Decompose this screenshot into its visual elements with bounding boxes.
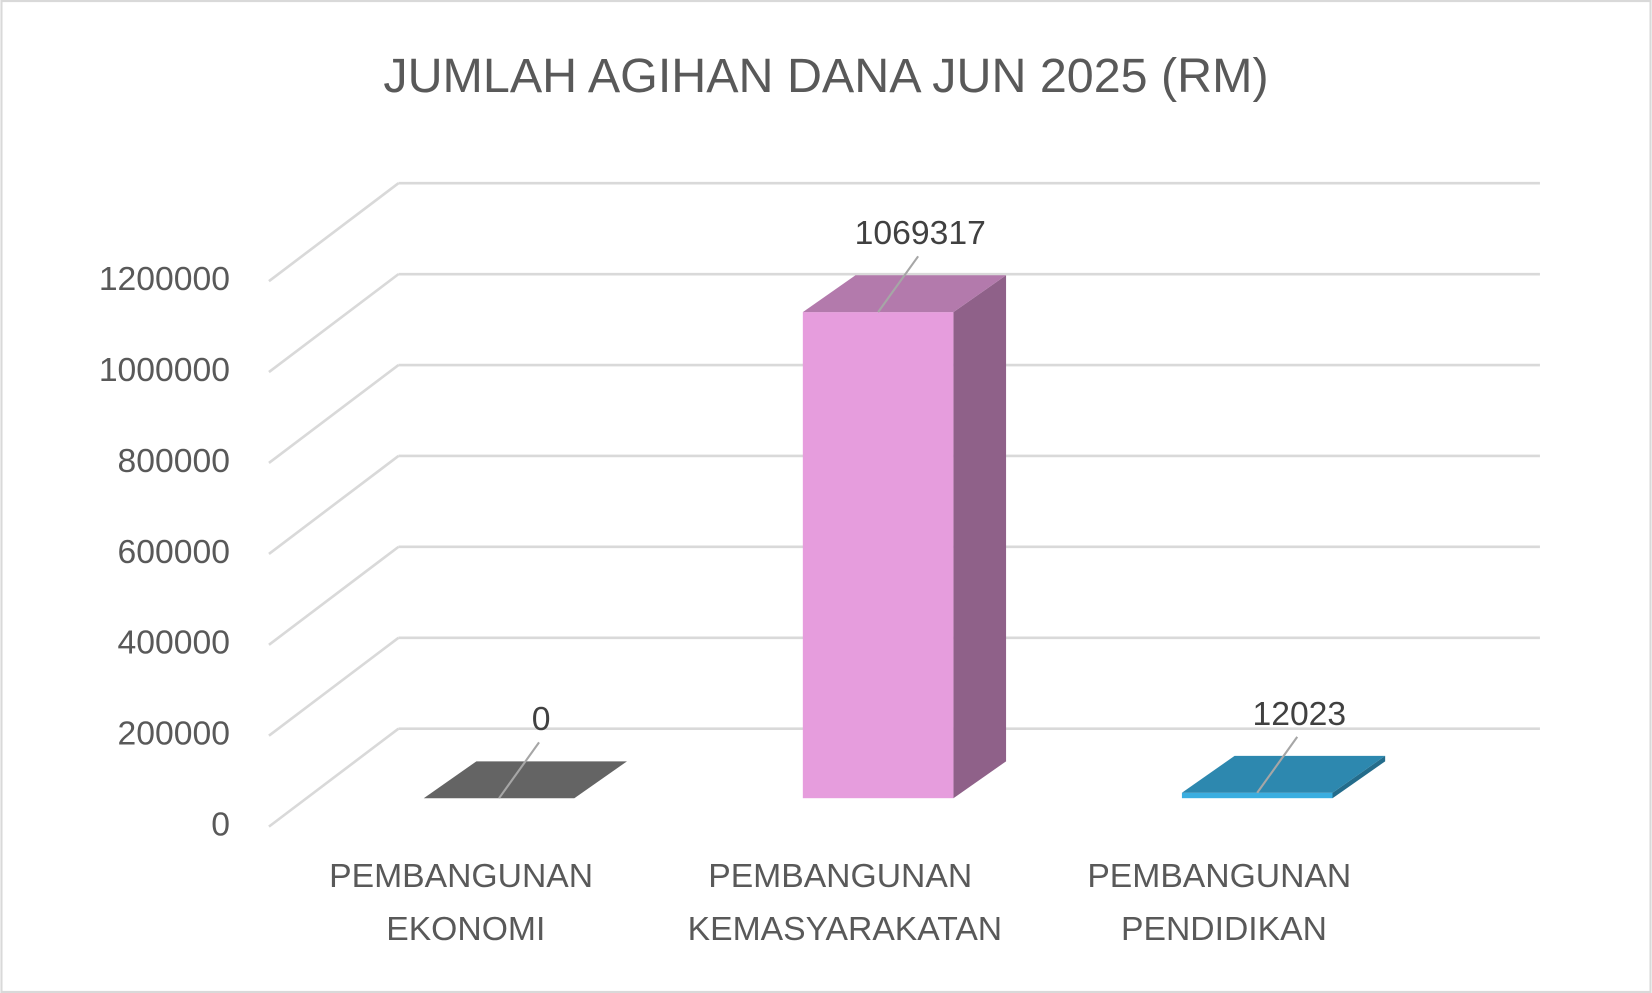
bar [1181,755,1386,799]
bar-side [953,275,1007,799]
grid-line [268,454,400,555]
grid-line [268,363,400,465]
leader-line [498,741,540,799]
bar-side [1332,755,1386,799]
y-tick-label: 0 [211,807,230,844]
y-tick-label: 400000 [118,625,230,662]
chart-title: JUMLAH AGIHAN DANA JUN 2025 (RM) [383,49,1268,103]
grid-line [268,273,400,374]
leader-line [1256,736,1299,794]
grid-line [268,727,400,828]
data-label: 1069317 [855,215,986,252]
y-tick-label: 1200000 [99,261,230,298]
data-label: 12023 [1252,696,1346,733]
x-tick-label: PEMBANGUNAN PENDIDIKAN [1087,858,1351,948]
y-tick-label: 1000000 [99,352,230,389]
grid-line [268,636,400,737]
bar-top [802,275,1007,313]
x-tick-label: PEMBANGUNAN KEMASYARAKATAN [678,858,1002,948]
bar-top [1181,755,1386,793]
bar-front [802,312,954,799]
grid-line [268,545,400,646]
bar-front [1181,792,1333,799]
y-tick-label: 800000 [118,443,230,480]
bar [423,761,627,799]
leader-line [877,255,919,313]
x-tick-label: PEMBANGUNAN EKONOMI [329,858,593,948]
y-tick-label: 200000 [118,716,230,753]
data-label: 0 [532,701,551,738]
y-tick-label: 600000 [118,534,230,571]
grid-line [268,182,400,283]
bar [802,275,1007,799]
bar-top [423,761,627,799]
